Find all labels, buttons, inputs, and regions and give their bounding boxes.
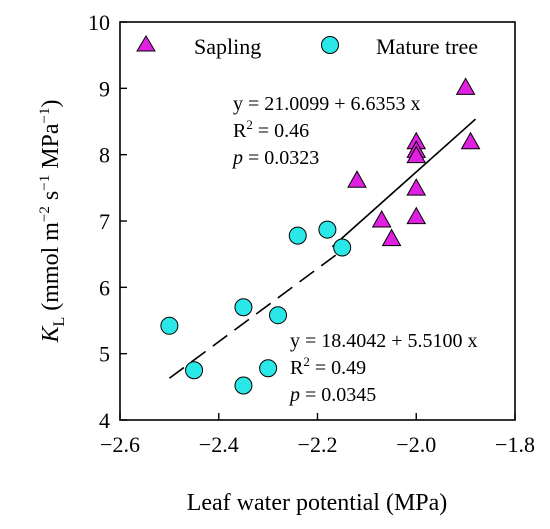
y-tick-label: 9 [99,76,110,101]
sapling-point [347,170,367,188]
mature-tree-point [269,306,287,325]
mature-tree-point [288,226,307,245]
sapling-point [455,77,476,95]
mature-tree-r-squared: R2 = 0.49 [290,354,366,379]
sapling-r-squared: R2 = 0.46 [233,117,309,142]
mature-tree-point [234,376,253,395]
sapling-fit-line [331,118,477,248]
mature-tree-point [259,359,278,378]
mature-tree-fit-annotation: y = 18.4042 + 5.5100 x R2 = 0.49 p = 0.0… [288,330,478,406]
mature-tree-point [234,298,253,317]
sapling-p-value: p = 0.0323 [231,147,319,169]
mature-tree-point [333,238,352,257]
sapling-point [406,178,427,196]
sapling-equation: y = 21.0099 + 6.6353 x [233,93,421,115]
legend-mature-tree-label: Mature tree [376,34,478,59]
mature-tree-equation: y = 18.4042 + 5.5100 x [290,330,478,352]
regression-lines [168,118,477,379]
y-tick-label: 4 [99,408,110,433]
mature-tree-p-value: p = 0.0345 [288,384,376,406]
sapling-point [406,206,427,225]
y-axis-title: KL (mmol m−2 s−1 MPa−1) [37,99,68,343]
y-tick-label: 8 [99,143,110,168]
sapling-point [371,209,392,228]
y-tick-label: 10 [88,10,110,35]
legend: Sapling Mature tree [136,34,478,59]
mature-tree-point [160,316,179,335]
mature-tree-point [318,220,337,239]
y-axis: 4 5 6 7 8 9 10 [88,10,127,433]
legend-mature-tree-marker [321,36,339,54]
x-tick-label: −2.6 [100,432,140,457]
x-tick-label: −2.4 [199,432,239,457]
mature-tree-point [185,361,204,380]
y-tick-label: 5 [99,342,110,367]
y-tick-label: 7 [99,209,110,234]
legend-sapling-marker [136,35,156,52]
sapling-point [406,145,427,164]
data-points [160,77,481,395]
sapling-point [460,131,481,150]
mature-tree-fit-line [168,253,338,379]
x-tick-label: −2.0 [396,432,436,457]
x-tick-label: −1.8 [495,432,535,457]
sapling-fit-annotation: y = 21.0099 + 6.6353 x R2 = 0.46 p = 0.0… [231,93,421,169]
x-axis: −2.6 −2.4 −2.2 −2.0 −1.8 [100,413,535,457]
y-tick-label: 6 [99,275,110,300]
legend-sapling-label: Sapling [194,34,261,59]
x-tick-label: −2.2 [298,432,338,457]
sapling-point [381,228,402,247]
x-axis-title: Leaf water potential (MPa) [187,490,448,516]
